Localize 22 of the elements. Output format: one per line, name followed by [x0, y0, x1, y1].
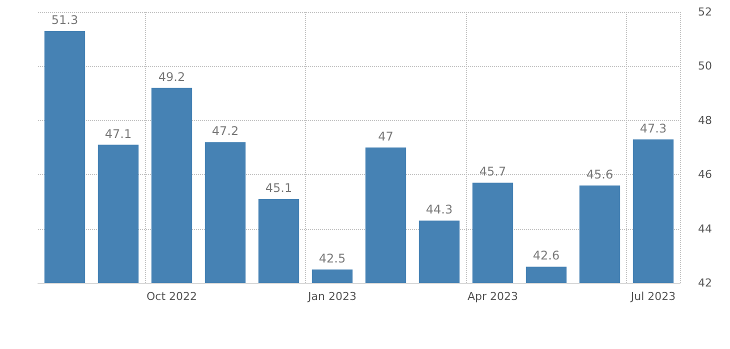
y-tick-label: 44 [698, 222, 712, 236]
x-tick-label: Jan 2023 [307, 290, 356, 303]
data-label: 42.5 [318, 251, 346, 266]
data-label: 45.6 [586, 167, 614, 182]
y-tick-label: 42 [698, 276, 712, 290]
data-label: 45.7 [479, 164, 506, 179]
data-label: 44.3 [426, 202, 453, 217]
y-tick-label: 46 [698, 168, 712, 182]
data-label: 47.2 [212, 124, 239, 138]
data-label: 47.1 [104, 126, 132, 141]
data-label: 51.3 [51, 12, 78, 27]
x-tick-label: Jul 2023 [630, 290, 676, 303]
data-label: 45.1 [265, 180, 292, 195]
data-label: 47.3 [640, 121, 667, 136]
y-tick-label: 50 [698, 60, 712, 73]
data-label: 42.6 [532, 248, 560, 263]
y-tick-label: 52 [698, 6, 712, 18]
x-tick-label: Apr 2023 [467, 290, 518, 303]
x-tick-label: Oct 2022 [146, 290, 198, 303]
y-tick-label: 48 [698, 114, 712, 127]
data-label: 49.2 [158, 70, 186, 84]
data-label: 47 [378, 130, 394, 144]
